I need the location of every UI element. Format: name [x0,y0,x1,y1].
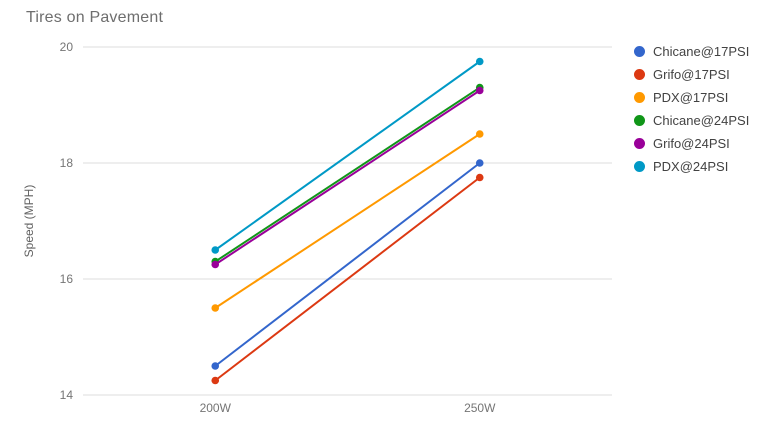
chart-title: Tires on Pavement [26,9,164,26]
legend-swatch-icon [634,46,645,57]
series-line-pdx-17psi[interactable] [214,133,481,309]
y-tick-label: 20 [60,40,74,54]
data-point[interactable] [475,159,484,167]
y-tick-label: 16 [60,272,74,286]
legend-swatch-icon [634,69,645,80]
legend-swatch-icon [634,92,645,103]
series-line-grifo-24psi[interactable] [214,89,481,266]
x-tick-label: 200W [200,401,232,415]
legend-item-label: Grifo@17PSI [653,67,730,82]
legend-item-grifo-24psi[interactable]: Grifo@24PSI [634,132,749,155]
x-tick-label: 250W [464,401,496,415]
legend-item-pdx-17psi[interactable]: PDX@17PSI [634,86,749,109]
legend-swatch-icon [634,138,645,149]
data-point[interactable] [475,86,484,95]
data-point[interactable] [211,376,220,385]
series-line-chicane-17psi[interactable] [214,162,481,367]
legend-item-label: Chicane@17PSI [653,44,750,59]
legend-item-label: Chicane@24PSI [653,113,750,128]
y-tick-label: 18 [60,156,74,170]
data-point[interactable] [211,246,220,254]
legend-swatch-icon [634,161,645,172]
legend-item-pdx-24psi[interactable]: PDX@24PSI [634,155,749,178]
legend-item-chicane-17psi[interactable]: Chicane@17PSI [634,40,749,63]
data-point[interactable] [475,130,484,138]
legend-item-label: Grifo@24PSI [653,136,730,151]
data-point[interactable] [475,57,484,66]
legend-item-chicane-24psi[interactable]: Chicane@24PSI [634,109,749,132]
series-line-chicane-24psi[interactable] [214,86,481,263]
data-point[interactable] [211,260,220,269]
legend-item-label: PDX@17PSI [653,90,729,105]
data-point[interactable] [211,362,220,370]
data-point[interactable] [211,304,220,312]
legend-swatch-icon [634,115,645,126]
legend-item-grifo-17psi[interactable]: Grifo@17PSI [634,63,749,86]
y-tick-label: 14 [60,388,74,402]
series-line-grifo-17psi[interactable] [214,176,481,382]
series-line-pdx-24psi[interactable] [214,60,481,251]
legend: Chicane@17PSI Grifo@17PSI PDX@17PSI Chicane… [634,40,749,178]
legend-item-label: PDX@24PSI [653,159,729,174]
data-point[interactable] [475,173,484,182]
